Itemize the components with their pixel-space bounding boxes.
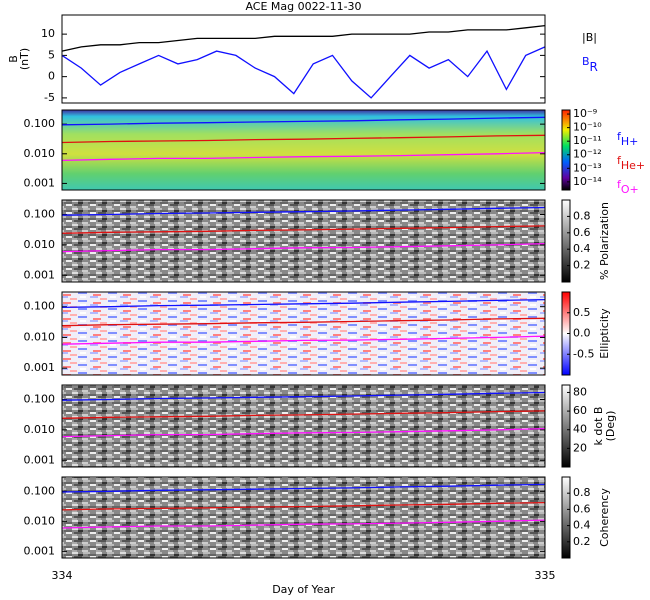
legend-label: fHe+ bbox=[617, 154, 645, 172]
plot-frame bbox=[61, 291, 546, 376]
colorbar-tick-label: 10⁻⁹ bbox=[573, 107, 597, 120]
y-tick-label: 0.001 bbox=[24, 176, 56, 189]
colorbar-label: k dot B bbox=[592, 407, 605, 446]
legend-sub: H+ bbox=[621, 135, 639, 148]
colorbar bbox=[561, 476, 571, 559]
colorbar-tick-label: 40 bbox=[573, 423, 587, 436]
plot-frame bbox=[61, 384, 546, 468]
colorbar-label: (Deg) bbox=[604, 411, 617, 442]
y-tick-label: 0 bbox=[48, 70, 55, 83]
plot-frame bbox=[61, 476, 546, 559]
colorbar-tick-label: 0.8 bbox=[573, 486, 591, 499]
colorbar-tick-label: 10⁻¹⁰ bbox=[573, 121, 602, 134]
series-line bbox=[61, 298, 546, 309]
y-tick-label: 0.100 bbox=[24, 207, 56, 220]
colorbar-tick-label: 10⁻¹¹ bbox=[573, 134, 602, 147]
colorbar-tick-label: 0.2 bbox=[573, 259, 591, 272]
legend-sub: He+ bbox=[621, 159, 645, 172]
colorbar-label: % Polarization bbox=[598, 202, 611, 280]
series-line bbox=[61, 483, 546, 493]
x-tick-label: 335 bbox=[535, 569, 556, 582]
series-line bbox=[61, 242, 546, 253]
colorbar-tick-label: 0.8 bbox=[573, 209, 591, 222]
series-line bbox=[61, 206, 546, 216]
y-tick-label: 0.001 bbox=[24, 544, 56, 557]
y-tick-label: 0.100 bbox=[24, 484, 56, 497]
plot-frame bbox=[61, 109, 546, 191]
y-tick-label: 0.010 bbox=[24, 423, 56, 436]
y-tick-label: 0.001 bbox=[24, 361, 56, 374]
y-tick-label: 0.001 bbox=[24, 268, 56, 281]
colorbar bbox=[561, 109, 571, 191]
series-line bbox=[61, 391, 546, 401]
colorbar-tick-label: 20 bbox=[573, 441, 587, 454]
series-line bbox=[61, 24, 546, 52]
colorbar-tick-label: 0.4 bbox=[573, 242, 591, 255]
colorbar-tick-label: 10⁻¹⁴ bbox=[573, 175, 602, 188]
colorbar-label: Ellipticity bbox=[598, 308, 611, 359]
colorbar-tick-label: 10⁻¹² bbox=[573, 148, 602, 161]
y-tick-label: 5 bbox=[48, 48, 55, 61]
colorbar-tick-label: 0.0 bbox=[573, 327, 591, 340]
series-line bbox=[61, 501, 546, 511]
colorbar-label: Coherency bbox=[598, 488, 611, 547]
series-line bbox=[61, 134, 546, 144]
chart-title: ACE Mag 0022-11-30 bbox=[245, 0, 361, 13]
legend-name: f bbox=[617, 154, 622, 167]
legend-label: fH+ bbox=[617, 130, 638, 148]
legend-label: |B| bbox=[582, 31, 597, 44]
y-tick-label: 0.010 bbox=[24, 238, 56, 251]
series-line bbox=[61, 151, 546, 162]
colorbar bbox=[561, 199, 571, 283]
legend-name: |B| bbox=[582, 31, 597, 44]
x-axis-label: Day of Year bbox=[272, 583, 335, 596]
y-tick-label: -5 bbox=[44, 91, 55, 104]
y-tick-label: 0.100 bbox=[24, 117, 56, 130]
plot-frame bbox=[61, 199, 546, 283]
colorbar-tick-label: 0.6 bbox=[573, 502, 591, 515]
y-tick-label: 0.010 bbox=[24, 330, 56, 343]
y-tick-label: 0.010 bbox=[24, 147, 56, 160]
legend-sub: R bbox=[590, 60, 598, 74]
y-tick-label: 0.001 bbox=[24, 453, 56, 466]
y-tick-label: 0.100 bbox=[24, 392, 56, 405]
x-tick-label: 334 bbox=[52, 569, 73, 582]
y-tick-label: 0.100 bbox=[24, 300, 56, 313]
legend-name: f bbox=[617, 130, 622, 143]
colorbar-tick-label: 0.5 bbox=[573, 306, 591, 319]
series-line bbox=[61, 427, 546, 438]
colorbar bbox=[561, 384, 571, 468]
colorbar-tick-label: 0.2 bbox=[573, 535, 591, 548]
y-tick-label: 0.010 bbox=[24, 514, 56, 527]
legend-label: fO+ bbox=[617, 178, 639, 196]
colorbar-tick-label: -0.5 bbox=[573, 347, 594, 360]
series-line bbox=[61, 317, 546, 327]
plot-frame bbox=[61, 14, 546, 104]
colorbar-tick-label: 10⁻¹³ bbox=[573, 161, 602, 174]
series-line bbox=[61, 335, 546, 345]
y-axis-label: B bbox=[7, 55, 20, 63]
series-line bbox=[61, 410, 546, 419]
legend-sub: O+ bbox=[621, 183, 639, 196]
legend-name: f bbox=[617, 178, 622, 191]
y-axis-label: (nT) bbox=[18, 48, 31, 70]
colorbar-tick-label: 80 bbox=[573, 385, 587, 398]
colorbar-tick-label: 0.4 bbox=[573, 519, 591, 532]
series-line bbox=[61, 225, 546, 234]
series-line bbox=[61, 116, 546, 126]
series-line bbox=[61, 46, 546, 99]
legend-name: B bbox=[582, 55, 590, 68]
colorbar-tick-label: 60 bbox=[573, 404, 587, 417]
colorbar-tick-label: 0.6 bbox=[573, 226, 591, 239]
y-tick-label: 10 bbox=[41, 27, 55, 40]
series-line bbox=[61, 519, 546, 529]
legend-label: BR bbox=[582, 55, 598, 74]
